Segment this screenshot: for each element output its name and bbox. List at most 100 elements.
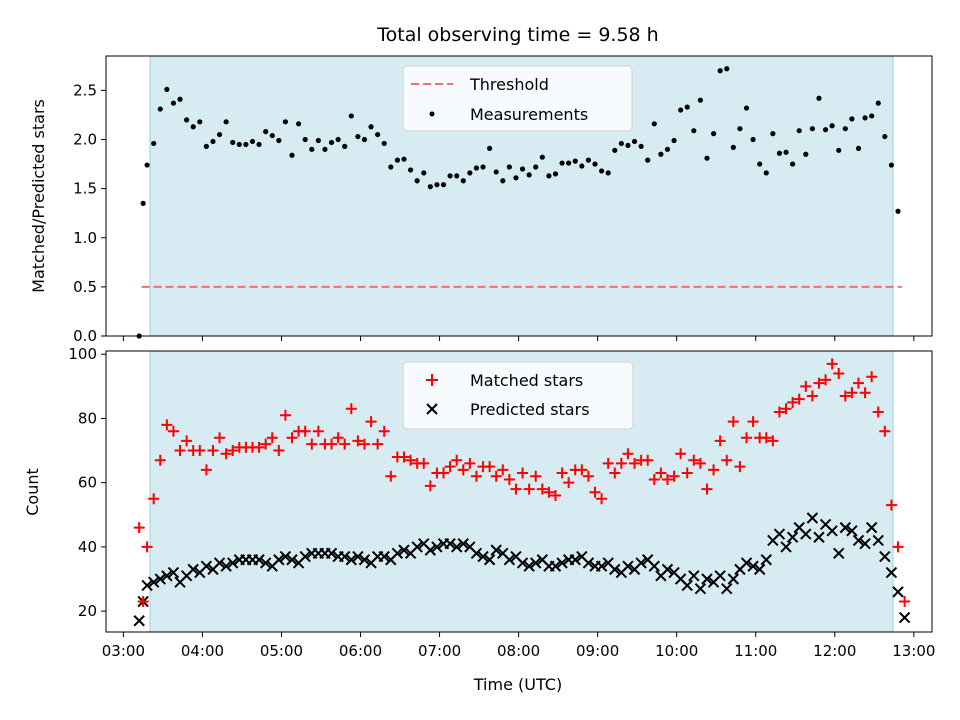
measurement-point <box>566 160 572 166</box>
measurement-point <box>816 95 822 101</box>
matched-star-point <box>536 483 548 495</box>
measurement-point <box>335 136 341 143</box>
top-y-tick-label: 1.5 <box>73 180 97 198</box>
matched-star-point <box>615 457 627 469</box>
predicted-star-point <box>516 557 529 569</box>
matched-star-point <box>141 541 153 553</box>
top-marks <box>136 66 902 339</box>
matched-stars-legend-label: Matched stars <box>470 371 583 390</box>
matched-star-point <box>760 432 772 444</box>
measurement-point <box>519 166 526 172</box>
predicted-star-point <box>299 550 311 563</box>
bottom-marks <box>133 358 911 627</box>
matched-star-point <box>167 425 179 437</box>
measurement-point <box>552 171 559 177</box>
bottom-y-tick-label: 80 <box>78 409 97 427</box>
predicted-star-point <box>200 560 213 572</box>
measurement-point <box>533 164 539 170</box>
matched-star-point <box>260 438 272 450</box>
matched-star-point <box>582 470 594 482</box>
measurement-point <box>309 146 315 152</box>
matched-star-point <box>484 461 496 473</box>
matched-star-point <box>872 406 884 418</box>
predicted-star-point <box>147 576 160 588</box>
measurement-point <box>849 116 855 122</box>
measurement-point <box>210 138 216 145</box>
measurement-point <box>697 97 704 103</box>
predicted-star-point <box>490 544 502 556</box>
matched-star-point <box>464 457 476 469</box>
predicted-star-point <box>701 573 713 585</box>
measurement-point <box>197 119 203 125</box>
matched-star-point <box>675 448 687 460</box>
matched-star-point <box>629 457 641 469</box>
measurement-point <box>256 141 262 148</box>
matched-star-point <box>793 393 805 405</box>
measurement-point <box>190 124 196 130</box>
measurement-point <box>691 128 697 134</box>
matched-star-point <box>253 441 265 453</box>
matched-star-point <box>530 470 542 482</box>
bottom-x-ticks: 03:00 04:00 05:00 06:00 07:00 08:00 09:00 10:00… <box>102 632 935 660</box>
matched-star-point <box>576 464 588 476</box>
measurement-point <box>184 117 190 123</box>
measurement-point <box>421 170 427 176</box>
top-panel: 0.0 0.5 1.0 1.5 2.0 2.5 Matched/Predicted sta… <box>29 55 933 345</box>
predicted-star-point <box>747 560 759 572</box>
measurement-point <box>296 121 302 127</box>
measurements-legend-label: Measurements <box>470 105 588 124</box>
matched-star-point <box>773 406 785 418</box>
matched-star-point <box>133 522 145 534</box>
predicted-star-point <box>865 521 878 534</box>
predicted-star-point <box>227 557 239 569</box>
measurement-point <box>763 170 769 176</box>
predicted-star-point <box>187 563 199 576</box>
matched-star-point <box>200 464 212 476</box>
measurement-point <box>612 147 618 153</box>
measurement-point <box>375 131 381 138</box>
measurement-point <box>737 126 743 132</box>
matched-star-point <box>372 438 384 450</box>
matched-star-point <box>787 396 799 408</box>
measurement-point <box>170 100 177 106</box>
predicted-star-point <box>569 554 581 566</box>
measurement-point <box>493 169 499 175</box>
measurement-point <box>717 68 723 74</box>
measurement-point <box>776 150 783 156</box>
measurement-point <box>401 156 407 162</box>
matched-star-point <box>885 499 897 511</box>
matched-star-point <box>345 403 357 415</box>
matched-star-point <box>306 438 318 450</box>
predicted-star-point <box>358 554 371 566</box>
predicted-star-point <box>161 570 173 582</box>
measurement-point <box>157 106 163 112</box>
measurement-point <box>585 157 592 163</box>
matched-star-point <box>721 454 733 466</box>
measurement-point <box>447 173 453 179</box>
x-tick-label: 12:00 <box>813 642 856 660</box>
matched-star-point <box>358 438 370 450</box>
measurement-point <box>658 151 664 157</box>
matched-star-point <box>708 464 720 476</box>
predicted-star-point <box>839 521 852 534</box>
matched-star-point <box>148 493 160 505</box>
measurement-point <box>487 145 493 151</box>
predicted-star-point <box>714 570 726 582</box>
measurement-point <box>177 96 183 102</box>
matched-star-point <box>365 416 377 428</box>
predicted-star-point <box>826 525 838 537</box>
measurement-point <box>710 131 717 137</box>
matched-star-point <box>694 457 706 469</box>
matched-star-point <box>326 438 338 450</box>
predicted-star-point <box>898 611 911 624</box>
predicted-star-point <box>595 560 608 572</box>
measurement-point <box>678 107 684 113</box>
measurement-point <box>289 152 295 158</box>
matched-star-point <box>424 480 436 492</box>
measurement-point <box>757 161 763 167</box>
predicted-star-point <box>648 560 661 572</box>
predicted-star-point <box>477 550 489 563</box>
predicted-star-point <box>879 550 891 563</box>
bottom-y-tick-label: 100 <box>68 345 97 363</box>
